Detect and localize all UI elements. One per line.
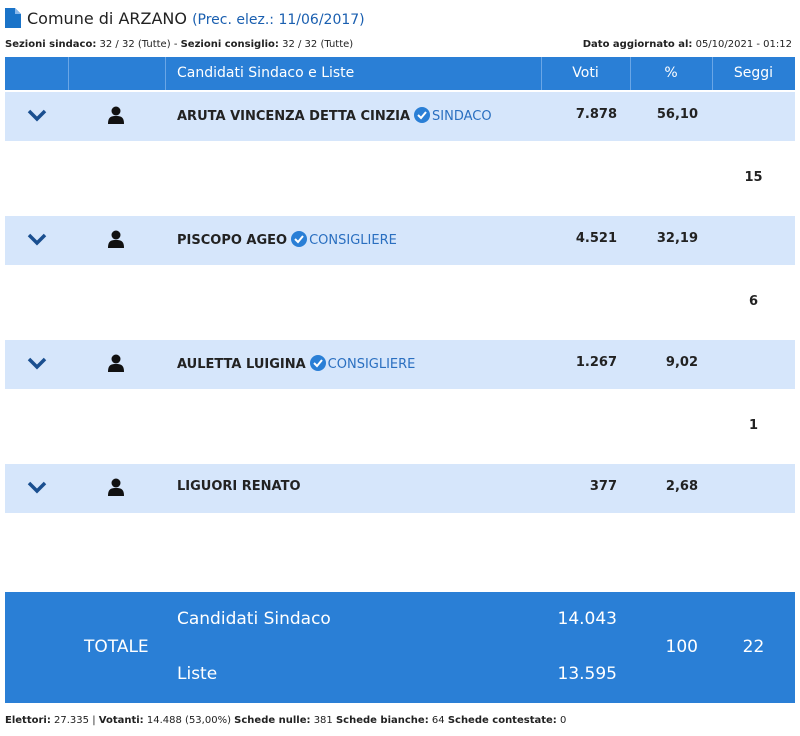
page-title: Comune di ARZANO (Prec. elez.: 11/06/201… (27, 9, 365, 28)
total-lists-label: Liste (177, 664, 218, 684)
user-icon (107, 354, 125, 372)
footer-stats: Elettori: 27.335 | Votanti: 14.488 (53,0… (5, 715, 566, 726)
label: Sezioni consiglio: (180, 39, 279, 50)
stat-value: 64 (431, 715, 445, 726)
stat-label: Elettori: (5, 715, 51, 726)
value: 05/10/2021 - 01:12 (695, 39, 792, 50)
stat-value: 27.335 | (54, 715, 96, 726)
candidate-name: PISCOPO AGEO CONSIGLIERE (177, 231, 397, 248)
seats: 15 (744, 169, 763, 185)
total-candidates-label: Candidati Sindaco (177, 609, 331, 629)
column-divider (165, 57, 166, 90)
expand-toggle[interactable] (27, 107, 47, 123)
total-percent: 100 (665, 637, 698, 657)
sections-info: Sezioni sindaco: 32 / 32 (Tutte) - Sezio… (5, 39, 353, 50)
votes: 1.267 (575, 355, 617, 370)
stat-label: Votanti: (98, 715, 144, 726)
user-icon (107, 478, 125, 496)
total-label: TOTALE (84, 637, 149, 657)
stat-label: Schede bianche: (335, 715, 429, 726)
percent: 2,68 (665, 479, 698, 494)
verified-icon (410, 107, 432, 124)
name: AULETTA LUIGINA (177, 357, 306, 372)
total-lists-votes: 13.595 (557, 664, 617, 684)
column-divider (541, 57, 542, 90)
column-divider (68, 57, 69, 90)
role: SINDACO (432, 109, 492, 124)
stat-label: Schede contestate: (447, 715, 557, 726)
name: PISCOPO AGEO (177, 233, 288, 248)
user-icon (107, 230, 125, 248)
column-header: Seggi (733, 65, 774, 81)
expand-toggle[interactable] (27, 479, 47, 495)
update-info: Dato aggiornato al: 05/10/2021 - 01:12 (583, 39, 792, 50)
title: Comune di ARZANO (27, 9, 187, 28)
stat-value: 0 (559, 715, 567, 726)
votes: 7.878 (575, 107, 617, 122)
verified-icon (287, 231, 309, 248)
candidate-name: AULETTA LUIGINA CONSIGLIERE (177, 355, 415, 372)
total-row (5, 592, 795, 703)
seats: 6 (748, 293, 759, 309)
table-header (5, 57, 795, 90)
stat-value: 14.488 (53,00%) (146, 715, 231, 726)
column-divider (712, 57, 713, 90)
name: LIGUORI RENATO (177, 479, 301, 494)
name: ARUTA VINCENZA DETTA CINZIA (177, 109, 411, 124)
user-icon (107, 106, 125, 124)
role: CONSIGLIERE (309, 233, 397, 248)
column-divider (630, 57, 631, 90)
expand-toggle[interactable] (27, 231, 47, 247)
column-header: Voti (572, 65, 599, 81)
stat-value: 381 (313, 715, 333, 726)
total-seats: 22 (742, 637, 765, 657)
verified-icon (306, 355, 328, 372)
doc-icon (5, 8, 21, 28)
column-header: Candidati Sindaco e Liste (177, 65, 355, 81)
percent: 56,10 (656, 107, 698, 122)
value: 32 / 32 (Tutte) (99, 39, 171, 50)
candidate-name: ARUTA VINCENZA DETTA CINZIA SINDACO (177, 107, 492, 124)
candidate-row (5, 464, 795, 513)
candidate-row (5, 92, 795, 141)
separator: - (173, 39, 178, 50)
candidate-name: LIGUORI RENATO (177, 479, 301, 494)
label: Sezioni sindaco: (5, 39, 97, 50)
column-header: % (664, 65, 678, 81)
total-candidates-votes: 14.043 (557, 609, 617, 629)
label: Dato aggiornato al: (582, 39, 693, 50)
percent: 9,02 (665, 355, 698, 370)
seats: 1 (748, 417, 759, 433)
candidate-row (5, 340, 795, 389)
votes: 377 (589, 479, 617, 494)
stat-label: Schede nulle: (234, 715, 311, 726)
candidate-row (5, 216, 795, 265)
role: CONSIGLIERE (327, 357, 416, 372)
expand-toggle[interactable] (27, 355, 47, 371)
votes: 4.521 (575, 231, 617, 246)
percent: 32,19 (656, 231, 698, 246)
value: 32 / 32 (Tutte) (282, 39, 354, 50)
previous-election: (Prec. elez.: 11/06/2017) (192, 12, 365, 28)
